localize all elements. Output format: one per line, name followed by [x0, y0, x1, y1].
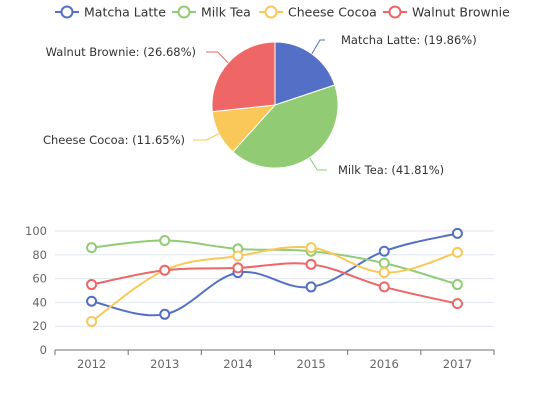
legend-line-marker-icon	[383, 5, 407, 19]
data-point-milk-tea-2013[interactable]	[159, 235, 171, 247]
x-tick-label: 2013	[150, 357, 179, 371]
x-tick-label: 2015	[296, 357, 325, 371]
legend-item-cheese-cocoa[interactable]: Cheese Cocoa	[259, 5, 377, 20]
legend-label: Matcha Latte	[84, 5, 166, 20]
y-tick-label: 0	[40, 343, 47, 357]
data-point-walnut-brownie-2014[interactable]	[232, 262, 244, 274]
line-chart: 0 20 40 60 80 100 2012 2013 2014 2015 2016 2017	[25, 224, 495, 371]
data-point-walnut-brownie-2017[interactable]	[451, 298, 463, 310]
pie-slice-label-cheese-cocoa: Cheese Cocoa: (11.65%)	[43, 133, 185, 147]
pie-label-leader-line	[193, 133, 220, 141]
y-tick-label: 40	[32, 295, 47, 309]
y-tick-label: 20	[32, 319, 47, 333]
legend-label: Cheese Cocoa	[288, 5, 377, 20]
data-point-matcha-latte-2015[interactable]	[305, 281, 317, 293]
pie-slice-label-milk-tea: Milk Tea: (41.81%)	[338, 163, 444, 177]
series-matcha-latte	[86, 227, 463, 320]
data-point-walnut-brownie-2012[interactable]	[86, 279, 98, 291]
x-tick-label: 2014	[223, 357, 252, 371]
series-line-cheese-cocoa	[91, 246, 458, 323]
pie-label-leader-line	[309, 157, 327, 171]
data-point-walnut-brownie-2013[interactable]	[159, 264, 171, 276]
legend-line-marker-icon	[172, 5, 196, 19]
series-line-walnut-brownie	[91, 262, 458, 305]
legend-item-matcha-latte[interactable]: Matcha Latte	[55, 5, 166, 20]
data-point-matcha-latte-2016[interactable]	[378, 245, 390, 257]
pie-label-leader-line	[311, 39, 325, 55]
data-point-cheese-cocoa-2015[interactable]	[305, 242, 317, 254]
series-line-matcha-latte	[91, 232, 458, 317]
pie-slice-label-matcha-latte: Matcha Latte: (19.86%)	[341, 33, 477, 47]
legend-label: Milk Tea	[201, 5, 251, 20]
legend-line-marker-icon	[259, 5, 283, 19]
data-point-cheese-cocoa-2012[interactable]	[86, 315, 98, 327]
data-point-matcha-latte-2012[interactable]	[86, 295, 98, 307]
data-point-milk-tea-2016[interactable]	[378, 257, 390, 269]
data-point-walnut-brownie-2015[interactable]	[305, 258, 317, 270]
legend-item-milk-tea[interactable]: Milk Tea	[172, 5, 251, 20]
pie-slice-milk-tea[interactable]	[232, 84, 339, 169]
data-point-matcha-latte-2017[interactable]	[451, 227, 463, 239]
x-tick-label: 2017	[443, 357, 472, 371]
data-point-matcha-latte-2013[interactable]	[159, 308, 171, 320]
data-point-cheese-cocoa-2016[interactable]	[378, 267, 390, 279]
pie-label-leader-line	[206, 51, 229, 64]
series-walnut-brownie	[86, 258, 463, 310]
legend-label: Walnut Brownie	[412, 5, 510, 20]
pie-slice-label-walnut-brownie: Walnut Brownie: (26.68%)	[46, 45, 196, 59]
data-point-cheese-cocoa-2017[interactable]	[451, 246, 463, 258]
y-tick-label: 100	[25, 224, 47, 238]
pie-slice-walnut-brownie[interactable]	[211, 41, 276, 113]
pie-chart: Matcha Latte: (19.86%) Milk Tea: (41.81%)…	[43, 33, 477, 177]
legend: Matcha Latte Milk Tea Cheese Cocoa Walnut B…	[55, 5, 510, 20]
y-tick-label: 80	[32, 248, 47, 262]
x-tick-label: 2016	[370, 357, 399, 371]
legend-line-marker-icon	[55, 5, 79, 19]
legend-item-walnut-brownie[interactable]: Walnut Brownie	[383, 5, 510, 20]
data-point-milk-tea-2012[interactable]	[86, 242, 98, 254]
data-point-cheese-cocoa-2014[interactable]	[232, 250, 244, 262]
data-point-walnut-brownie-2016[interactable]	[378, 281, 390, 293]
series-line-milk-tea	[91, 239, 458, 286]
y-tick-label: 60	[32, 272, 47, 286]
series-cheese-cocoa	[86, 242, 463, 327]
x-tick-label: 2012	[77, 357, 106, 371]
data-point-milk-tea-2017[interactable]	[451, 279, 463, 291]
